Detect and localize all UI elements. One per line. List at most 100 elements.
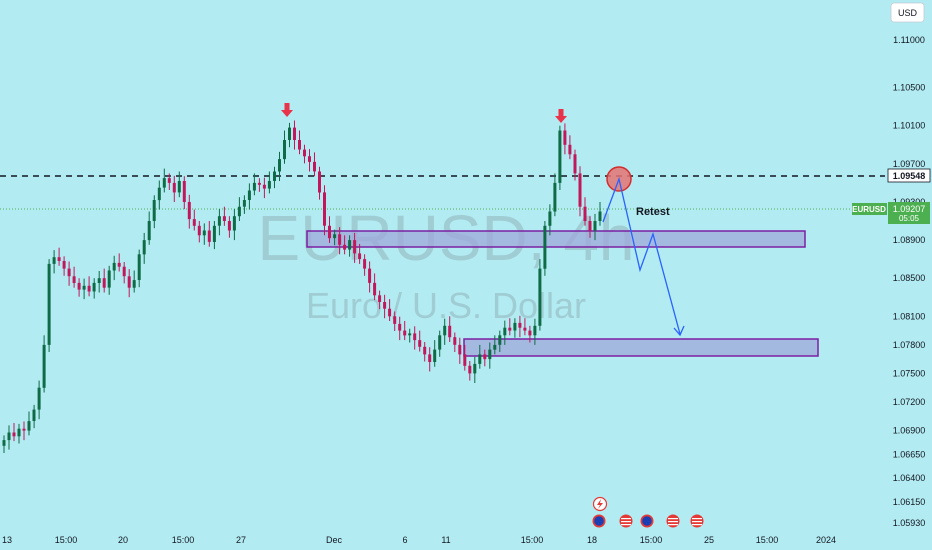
candle-body — [588, 221, 592, 231]
candle — [543, 221, 547, 276]
candle — [182, 176, 186, 210]
candle — [57, 247, 61, 266]
candle-body — [242, 200, 246, 207]
currency-button[interactable]: USD — [890, 2, 925, 23]
candle-body — [443, 325, 447, 336]
lower-zone[interactable] — [463, 338, 819, 357]
candle — [72, 266, 76, 288]
candle-body — [197, 225, 201, 236]
candle — [588, 216, 592, 238]
price-axis[interactable]: 1.110001.105001.101001.097001.093001.089… — [893, 35, 926, 528]
candle-body — [573, 154, 577, 174]
candle — [7, 425, 11, 450]
candle-body — [323, 192, 326, 226]
candle-body — [353, 240, 357, 254]
candle — [167, 173, 171, 190]
candle-body — [478, 354, 482, 364]
candle-body — [262, 184, 266, 189]
eu-flag-icon[interactable] — [592, 514, 606, 528]
candle-body — [27, 421, 31, 431]
lightning-icon[interactable] — [592, 496, 608, 512]
candle — [578, 166, 582, 217]
level-price-badge: 1.09548 — [887, 168, 931, 183]
time-axis[interactable]: 13 15:00 20 15:00 27 Dec 6 11 15:00 18 15:00 25 15:0… — [2, 535, 836, 545]
upper-zone[interactable] — [306, 230, 806, 248]
candle-body — [162, 178, 166, 188]
candle-body — [7, 432, 11, 441]
candle — [438, 330, 442, 357]
candle — [498, 330, 502, 352]
retest-label: Retest — [636, 206, 670, 218]
candle-body — [513, 322, 517, 331]
candle — [77, 278, 81, 297]
candle — [408, 328, 412, 343]
candle-body — [157, 187, 161, 201]
candle-body — [217, 216, 221, 226]
candle-body — [127, 276, 131, 288]
us-flag-icon[interactable] — [619, 514, 633, 528]
candle-body — [518, 322, 522, 328]
candle-body — [483, 354, 487, 360]
time-tick-label: 13 — [2, 535, 12, 545]
candle-body — [112, 262, 116, 271]
candle — [283, 130, 286, 164]
projection-arrowhead-icon — [673, 325, 685, 337]
candle-body — [433, 349, 437, 362]
candle — [338, 227, 342, 255]
candle — [242, 195, 246, 214]
candle — [573, 149, 577, 181]
candle-body — [463, 354, 467, 366]
candle-body — [338, 234, 342, 245]
last-price-badge: 1.09207 05:05 — [888, 202, 930, 224]
candles — [2, 120, 602, 453]
events-row[interactable] — [592, 496, 704, 528]
candle — [97, 271, 101, 293]
us-flag-icon[interactable] — [690, 514, 704, 528]
candle-body — [132, 280, 136, 288]
candle-body — [172, 182, 176, 193]
candle — [197, 221, 201, 243]
us-flag-icon[interactable] — [666, 514, 680, 528]
watermark-description: Euro / U.S. Dollar — [306, 285, 586, 326]
candle-body — [358, 253, 362, 260]
candle — [217, 209, 221, 236]
candle — [87, 276, 91, 297]
candle-body — [488, 349, 492, 360]
candle — [12, 423, 16, 442]
price-tick-label: 1.09700 — [893, 159, 926, 169]
candle — [333, 229, 337, 246]
candle — [247, 183, 251, 210]
candle — [257, 178, 261, 192]
candle-body — [313, 161, 316, 172]
candle — [22, 421, 26, 441]
candle-body — [423, 346, 427, 355]
candle-body — [438, 335, 442, 350]
candle-body — [598, 211, 602, 221]
candle — [278, 151, 281, 181]
candle — [177, 171, 181, 198]
candle-body — [328, 225, 331, 239]
candle-body — [383, 302, 387, 309]
candle-body — [97, 278, 101, 283]
candle-body — [553, 182, 557, 212]
candle — [533, 318, 537, 345]
candle-body — [17, 428, 21, 437]
candle — [468, 361, 472, 381]
candle — [593, 213, 597, 241]
candle — [358, 243, 362, 264]
eu-flag-icon[interactable] — [640, 514, 654, 528]
price-tick-label: 1.07800 — [893, 340, 926, 350]
candle-body — [137, 254, 141, 280]
candle-body — [47, 263, 51, 345]
time-tick-label: 11 — [441, 535, 450, 545]
projection-path[interactable] — [602, 176, 681, 335]
candle — [518, 315, 522, 338]
candle — [488, 342, 492, 369]
candle — [122, 262, 126, 284]
symbol-badge: EURUSD — [852, 203, 887, 215]
candle-body — [468, 365, 472, 374]
candle-body — [182, 181, 186, 202]
candle-body — [503, 327, 507, 336]
candle — [523, 318, 527, 336]
